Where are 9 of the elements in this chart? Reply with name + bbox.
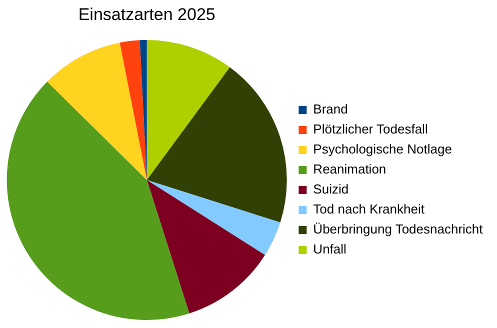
legend-label: Psychologische Notlage <box>313 142 452 157</box>
legend-label: Brand <box>313 102 348 117</box>
chart-title: Einsatzarten 2025 <box>78 5 216 24</box>
legend-label: Unfall <box>313 242 347 257</box>
legend-label: Plötzlicher Todesfall <box>313 122 428 137</box>
legend-label: Überbringung Todesnachricht <box>313 222 484 237</box>
legend-label: Suizid <box>313 182 349 197</box>
legend-label: Tod nach Krankheit <box>313 202 425 217</box>
legend-label: Reanimation <box>313 162 386 177</box>
